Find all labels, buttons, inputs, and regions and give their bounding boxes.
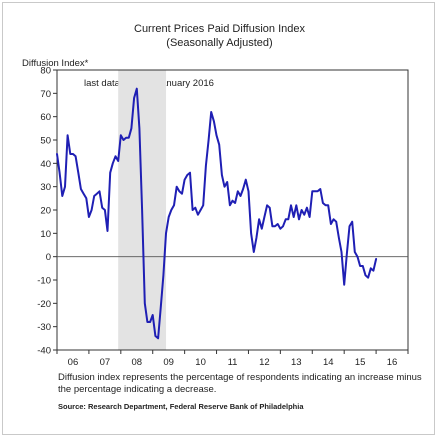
x-tick-label: 15 — [355, 357, 366, 368]
x-tick-label: 14 — [323, 357, 334, 368]
y-tick-label: 10 — [40, 229, 51, 240]
x-tick-label: 16 — [387, 357, 398, 368]
y-axis-label: Diffusion Index* — [22, 58, 89, 69]
y-tick-label: 20 — [40, 206, 51, 217]
source-note: Source: Research Department, Federal Res… — [58, 402, 304, 411]
chart-subtitle: (Seasonally Adjusted) — [166, 37, 273, 49]
y-tick-label: 0 — [46, 252, 51, 263]
y-tick-label: -20 — [37, 299, 51, 310]
x-tick-label: 12 — [259, 357, 270, 368]
footnote-line-1: Diffusion index represents the percentag… — [58, 372, 422, 383]
y-tick-label: -10 — [37, 276, 51, 287]
series-line-1 — [56, 87, 378, 340]
x-tick-label: 13 — [291, 357, 302, 368]
y-tick-label: 60 — [40, 112, 51, 123]
x-tick-label: 07 — [100, 357, 111, 368]
y-tick-label: 30 — [40, 182, 51, 193]
y-tick-label: -30 — [37, 322, 51, 333]
chart-title: Current Prices Paid Diffusion Index — [134, 23, 305, 35]
plot-border — [56, 69, 409, 351]
footnote-line-2: the percentage indicating a decrease. — [58, 384, 217, 395]
x-tick-label: 10 — [195, 357, 206, 368]
x-tick-label: 11 — [228, 357, 238, 368]
x-tick-label: 06 — [68, 357, 79, 368]
y-tick-label: 50 — [40, 136, 51, 147]
x-tick-label: 09 — [163, 357, 174, 368]
y-tick-label: -40 — [37, 346, 51, 357]
y-tick-label: 40 — [40, 159, 51, 170]
chart-frame — [2, 2, 435, 435]
y-tick-label: 80 — [40, 66, 51, 77]
x-tick-label: 08 — [131, 357, 142, 368]
y-tick-label: 70 — [40, 89, 51, 100]
